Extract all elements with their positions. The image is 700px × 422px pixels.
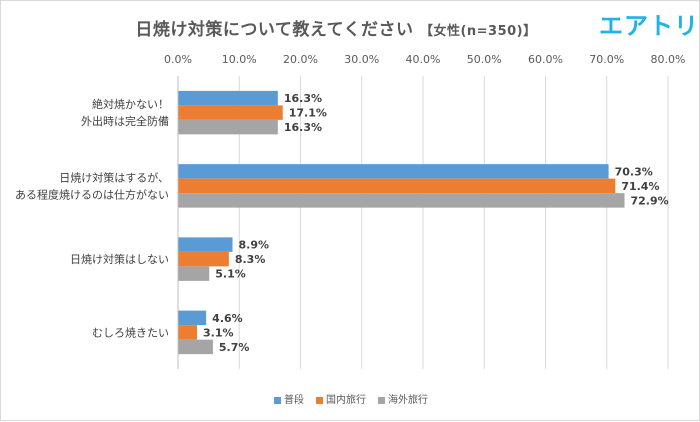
category-label: ある程度焼けるのは仕方がない (15, 187, 169, 201)
x-tick-label: 40.0% (406, 53, 441, 66)
bar (178, 266, 210, 281)
legend-item: 普段 (274, 391, 304, 406)
legend: 普段 国内旅行 海外旅行 (1, 391, 700, 406)
data-label: 70.3% (615, 165, 653, 178)
data-label: 72.9% (631, 194, 669, 207)
category-label: 外出時は完全防備 (81, 114, 169, 128)
data-label: 5.1% (215, 268, 246, 281)
bar (178, 164, 609, 179)
legend-swatch (316, 396, 323, 404)
x-tick-label: 30.0% (344, 53, 379, 66)
category-label: むしろ焼きたい (92, 326, 169, 339)
x-tick-label: 60.0% (528, 53, 563, 66)
bar (178, 339, 213, 355)
data-label: 5.7% (219, 341, 250, 354)
data-label: 16.3% (284, 121, 322, 134)
bar (178, 90, 278, 106)
data-label: 3.1% (203, 326, 234, 339)
data-label: 17.1% (289, 107, 327, 120)
chart-title-text: 日焼け対策について教えてください (135, 20, 414, 40)
x-tick-label: 70.0% (589, 53, 624, 66)
legend-label: 国内旅行 (326, 395, 366, 406)
legend-label: 海外旅行 (388, 395, 428, 406)
bar (178, 193, 625, 208)
bar (178, 119, 278, 135)
bar (178, 105, 283, 120)
legend-swatch (274, 396, 281, 404)
chart-title: 日焼け対策について教えてください 【女性(n=350)】 (1, 15, 671, 40)
bar (178, 310, 207, 326)
bar (178, 178, 616, 194)
data-label: 8.9% (239, 239, 270, 252)
legend-item: 国内旅行 (316, 391, 366, 406)
data-label: 71.4% (621, 180, 659, 193)
legend-swatch (378, 396, 385, 404)
bar (178, 251, 229, 267)
data-label: 16.3% (284, 92, 322, 105)
x-tick-label: 10.0% (222, 53, 257, 66)
x-tick-label: 20.0% (283, 53, 318, 66)
category-label: 日焼け対策はしない (70, 252, 169, 266)
data-label: 8.3% (235, 253, 266, 266)
bar (178, 237, 233, 252)
legend-item: 海外旅行 (378, 391, 428, 406)
category-label: 絶対焼かない！ (92, 97, 169, 111)
data-label: 4.6% (212, 312, 243, 325)
x-tick-label: 0.0% (164, 53, 192, 66)
brand-logo: エアトリ (599, 12, 699, 40)
x-tick-label: 50.0% (467, 53, 502, 66)
legend-label: 普段 (284, 395, 304, 406)
bar (178, 325, 197, 340)
x-tick-label: 80.0% (651, 53, 686, 66)
category-label: 日焼け対策はするが、 (59, 170, 169, 184)
chart-subtitle: 【女性(n=350)】 (419, 24, 537, 39)
